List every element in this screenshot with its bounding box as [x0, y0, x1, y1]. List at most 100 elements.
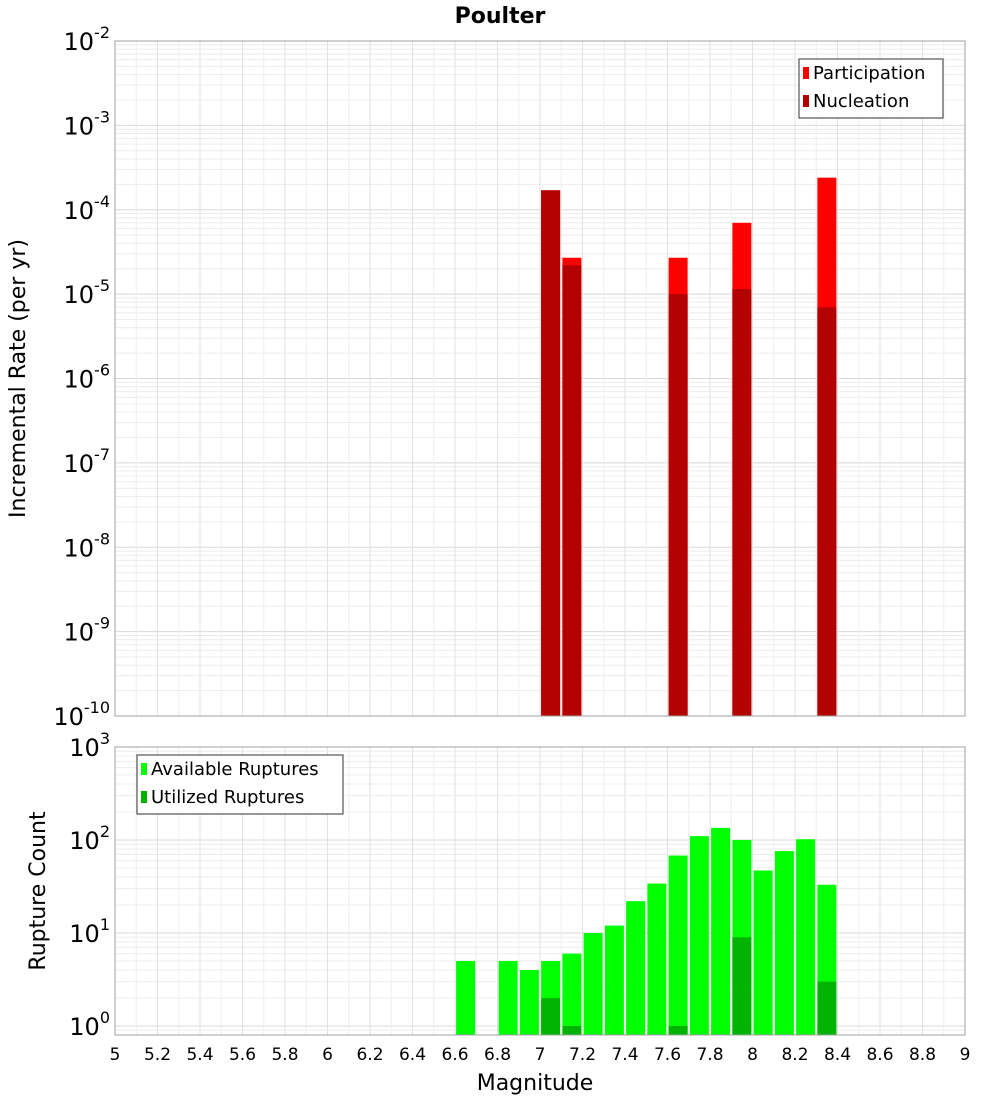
- bar-utilized-ruptures: [668, 1025, 688, 1035]
- y-tick-exponent: -7: [94, 445, 110, 464]
- y-tick-base: 10: [64, 619, 95, 647]
- plot-frame-1: [114, 746, 966, 1036]
- x-axis-label: Magnitude: [477, 1071, 594, 1096]
- bar-utilized-ruptures: [817, 981, 837, 1035]
- x-tick-label: 7.8: [696, 1045, 723, 1065]
- x-tick-label: 5.6: [229, 1045, 256, 1065]
- y-tick-label: 10-10: [53, 698, 110, 731]
- legend-label: Utilized Ruptures: [151, 787, 304, 808]
- y-tick-base: 10: [64, 450, 95, 478]
- y-tick-exponent: -9: [94, 614, 110, 633]
- chart-title: Poulter: [455, 4, 546, 29]
- legend-label: Available Ruptures: [151, 759, 319, 780]
- y-tick-exponent: -3: [94, 107, 110, 126]
- y-axis-label: Incremental Rate (per yr): [6, 239, 31, 518]
- bar-available-ruptures: [796, 839, 816, 1035]
- x-tick-label: 5.2: [144, 1045, 171, 1065]
- y-tick-base: 10: [53, 703, 84, 731]
- x-tick-label: 8: [747, 1045, 758, 1065]
- y-axis-label: Rupture Count: [26, 811, 51, 971]
- y-tick-exponent: 2: [100, 822, 110, 841]
- y-tick-exponent: -2: [94, 23, 110, 42]
- y-tick-label: 10-9: [64, 614, 111, 647]
- legend-swatch: [803, 67, 809, 79]
- x-tick-label: 7.6: [654, 1045, 681, 1065]
- x-tick-label: 5.8: [271, 1045, 298, 1065]
- bar-nucleation: [732, 289, 752, 716]
- x-tick-label: 8.2: [781, 1045, 808, 1065]
- legend-box: [798, 58, 944, 119]
- y-tick-exponent: -4: [94, 192, 110, 211]
- bar-available-ruptures: [626, 901, 646, 1035]
- y-tick-base: 10: [69, 827, 100, 855]
- x-tick-label: 7.2: [569, 1045, 596, 1065]
- legend-swatch: [141, 763, 147, 775]
- y-tick-label: 10-2: [64, 23, 111, 56]
- y-tick-exponent: -6: [94, 361, 110, 380]
- x-tick-label: 6.6: [441, 1045, 468, 1065]
- y-tick-exponent: -8: [94, 529, 110, 548]
- bar-available-ruptures: [604, 925, 624, 1035]
- x-tick-label: 8.8: [909, 1045, 936, 1065]
- y-tick-base: 10: [69, 1013, 100, 1041]
- y-tick-label: 10-3: [64, 107, 111, 140]
- y-tick-exponent: 0: [100, 1008, 110, 1027]
- bar-available-ruptures: [519, 969, 539, 1035]
- legend-label: Nucleation: [813, 91, 909, 112]
- legend-label: Participation: [813, 63, 925, 84]
- y-tick-base: 10: [69, 920, 100, 948]
- y-tick-base: 10: [64, 112, 95, 140]
- y-tick-base: 10: [64, 366, 95, 394]
- x-tick-label: 5: [110, 1045, 121, 1065]
- bar-available-ruptures: [583, 932, 603, 1035]
- bar-available-ruptures: [456, 960, 476, 1035]
- y-tick-label: 10-7: [64, 445, 111, 478]
- bar-available-ruptures: [689, 836, 709, 1035]
- bar-available-ruptures: [498, 960, 518, 1035]
- y-tick-base: 10: [64, 281, 95, 309]
- bar-utilized-ruptures: [562, 1025, 582, 1035]
- legend-swatch: [803, 95, 809, 107]
- x-tick-label: 6: [322, 1045, 333, 1065]
- bar-nucleation: [817, 307, 837, 716]
- y-tick-exponent: -5: [94, 276, 110, 295]
- y-tick-label: 10-6: [64, 361, 111, 394]
- bar-utilized-ruptures: [732, 937, 752, 1035]
- bar-available-ruptures: [753, 870, 773, 1035]
- y-tick-label: 102: [69, 822, 110, 855]
- y-tick-base: 10: [69, 734, 100, 762]
- y-tick-base: 10: [64, 534, 95, 562]
- y-tick-exponent: 1: [100, 915, 110, 934]
- x-tick-label: 6.4: [399, 1045, 426, 1065]
- x-tick-label: 8.6: [866, 1045, 893, 1065]
- x-tick-label: 5.4: [186, 1045, 213, 1065]
- y-tick-label: 103: [69, 729, 110, 762]
- bar-available-ruptures: [668, 855, 688, 1035]
- x-tick-label: 7.4: [611, 1045, 638, 1065]
- y-tick-label: 10-4: [64, 192, 111, 225]
- legend-box: [136, 754, 344, 815]
- x-tick-label: 8.4: [824, 1045, 851, 1065]
- x-tick-label: 7: [535, 1045, 546, 1065]
- x-tick-label: 6.8: [484, 1045, 511, 1065]
- x-tick-label: 9: [960, 1045, 971, 1065]
- bar-nucleation: [562, 265, 582, 716]
- bar-nucleation: [668, 294, 688, 716]
- y-tick-exponent: -10: [84, 698, 110, 717]
- y-tick-label: 10-5: [64, 276, 111, 309]
- bar-available-ruptures: [774, 851, 794, 1035]
- y-tick-base: 10: [64, 197, 95, 225]
- y-tick-label: 10-8: [64, 529, 111, 562]
- plot-frame-0: [114, 40, 966, 717]
- y-tick-label: 101: [69, 915, 110, 948]
- bar-available-ruptures: [647, 883, 667, 1035]
- y-tick-base: 10: [64, 28, 95, 56]
- legend-swatch: [141, 791, 147, 803]
- bar-nucleation: [541, 190, 561, 716]
- bar-available-ruptures: [711, 827, 731, 1035]
- y-tick-label: 100: [69, 1008, 110, 1041]
- y-tick-exponent: 3: [100, 729, 110, 748]
- bar-available-ruptures: [562, 953, 582, 1035]
